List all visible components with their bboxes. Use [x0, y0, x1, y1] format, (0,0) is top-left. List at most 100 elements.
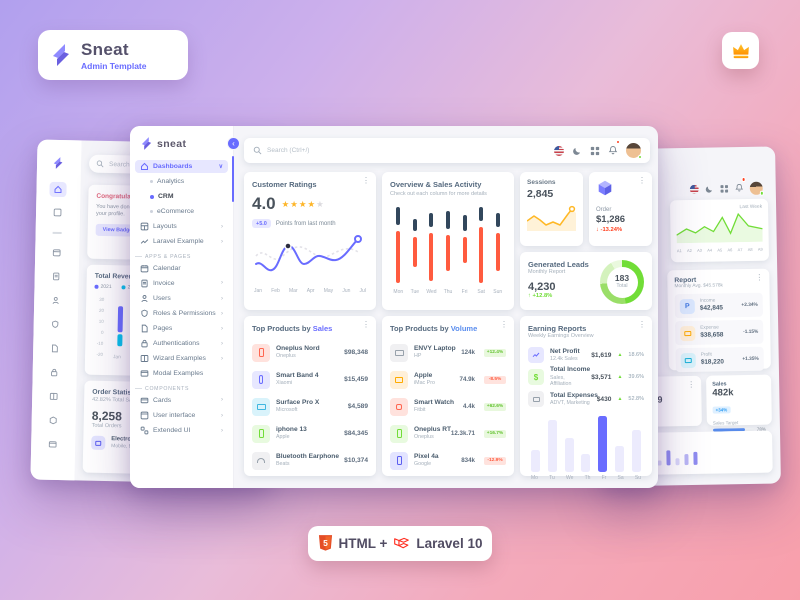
lock-icon: [141, 340, 148, 348]
sidebar-item-analytics[interactable]: Analytics: [135, 175, 228, 189]
sidebar-item-calendar[interactable]: Calendar: [135, 262, 228, 276]
grid-icon[interactable]: [720, 184, 729, 193]
sidebar-item-laravel-example[interactable]: Laravel Example ›: [135, 235, 228, 249]
wizard-icon[interactable]: [49, 392, 58, 401]
weekday-axis: Mo Tu We Th Fr Sa Su: [531, 475, 641, 481]
avatar[interactable]: [626, 143, 642, 159]
sidebar-item-dashboards[interactable]: Dashboards ∨: [135, 159, 228, 174]
kebab-menu-icon[interactable]: ⋮: [362, 176, 370, 185]
card-subtitle: Check out each column for more details: [390, 191, 487, 197]
language-flag-icon[interactable]: [554, 145, 564, 156]
moon-icon[interactable]: [705, 184, 714, 193]
product-row[interactable]: Oneplus Nord Oneplus $98,348: [252, 339, 368, 366]
sidebar-item-modal-examples[interactable]: Modal Examples: [135, 367, 228, 381]
modal-icon[interactable]: [48, 440, 57, 449]
user-icon[interactable]: [51, 296, 60, 305]
sidebar-item-authentications[interactable]: Authentications ›: [135, 337, 228, 351]
report-card: Report Monthly Avg. $45.578k ⋮ P Income $…: [667, 268, 771, 373]
ratings-line-chart: [255, 235, 362, 272]
search-icon: [96, 160, 104, 168]
sidebar-item-invoice[interactable]: Invoice ›: [135, 277, 228, 291]
grid-icon[interactable]: [590, 146, 600, 156]
search-input[interactable]: Search (Ctrl+/): [267, 147, 310, 154]
partial-card-label: ses: [648, 437, 766, 445]
kebab-menu-icon[interactable]: ⋮: [687, 379, 696, 390]
layout-icon[interactable]: [53, 208, 62, 217]
kebab-menu-icon[interactable]: ⋮: [500, 320, 508, 329]
language-flag-icon[interactable]: [689, 184, 699, 194]
product-row[interactable]: Oneplus RT Oneplus 12.3k.71 +16.7%: [390, 420, 506, 447]
sidebar-item-wizard-examples[interactable]: Wizard Examples ›: [135, 352, 228, 366]
sessions-value: 2,845: [527, 188, 554, 200]
card-title: Overview & Sales Activity: [390, 180, 482, 189]
phone-icon: [252, 343, 270, 362]
points-badge: +5.0: [252, 219, 271, 228]
card-subtitle: Weekly Earnings Overview: [528, 333, 594, 339]
sidebar-logo[interactable]: sneat: [130, 126, 233, 155]
sidebar-item-pages[interactable]: Pages ›: [135, 322, 228, 336]
kebab-menu-icon[interactable]: ⋮: [638, 176, 646, 185]
page-icon[interactable]: [50, 344, 59, 353]
legend-dot-2020: [121, 285, 126, 290]
product-row[interactable]: Pixel 4a Google 834k -12.9%: [390, 447, 506, 474]
sidebar-item-users[interactable]: Users ›: [135, 292, 228, 306]
product-row[interactable]: Surface Pro X Microsoft $4,589: [252, 393, 368, 420]
green-line-chart: [676, 212, 763, 244]
invoice-icon[interactable]: [52, 272, 61, 281]
card-title: Sessions: [527, 179, 556, 186]
avatar[interactable]: [749, 181, 764, 196]
calendar-icon[interactable]: [52, 248, 61, 257]
sessions-line-chart: [526, 205, 576, 231]
wallet-icon: [528, 391, 544, 407]
card-title: Top Products by Volume: [390, 324, 478, 333]
kebab-menu-icon[interactable]: ⋮: [755, 272, 764, 282]
sidebar-collapse-button[interactable]: ‹: [227, 137, 240, 150]
sidebar-item-layouts[interactable]: Layouts ›: [135, 220, 228, 234]
left-window-sidebar: [30, 139, 82, 481]
card-title: Earning Reports: [528, 324, 587, 333]
sidebar-menu: Dashboards ∨ Analytics CRM eCommerce Layo…: [130, 158, 233, 439]
bell-icon[interactable]: [608, 139, 620, 160]
layout-icon: [140, 222, 149, 231]
crown-icon: [732, 43, 749, 58]
shield-icon: [141, 309, 148, 318]
product-row[interactable]: ENVY Laptop HP 124k +12.4%: [390, 339, 506, 366]
sidebar-item-extended-ui[interactable]: Extended UI ›: [135, 424, 228, 438]
svg-text:5: 5: [323, 538, 328, 548]
product-row[interactable]: Smart Band 4 Xiaomi $15,459: [252, 366, 368, 393]
cube-icon[interactable]: [49, 416, 58, 425]
sidebar-item-user-interface[interactable]: User interface ›: [135, 409, 228, 423]
moon-icon[interactable]: [572, 146, 582, 156]
customer-ratings-card: Customer Ratings ⋮ 4.0 ★★★★★ +5.0 Points…: [244, 172, 376, 310]
kebab-menu-icon[interactable]: ⋮: [638, 320, 646, 329]
shield-icon[interactable]: [51, 320, 60, 329]
earning-row: Total Expenses ADVT, Marketing $430 ▲ 52.8…: [528, 388, 644, 410]
product-row[interactable]: Bluetooth Earphone Beats $10,374: [252, 447, 368, 474]
earning-row: $ Total Income Sales, Affiliation $3,571 …: [528, 366, 644, 388]
invoice-icon: [141, 279, 148, 288]
kebab-menu-icon[interactable]: ⋮: [362, 320, 370, 329]
search-bar[interactable]: Search (Ctrl+/): [88, 154, 270, 177]
product-row[interactable]: Smart Watch Fitbit 4.4k +62.6%: [390, 393, 506, 420]
right-window: Last Week A1 A2 A3 A4 A5 A6 A7 A8 A9 Report Mont…: [597, 146, 781, 487]
search-icon[interactable]: [253, 146, 262, 155]
sidebar-item-ecommerce[interactable]: eCommerce: [135, 205, 228, 219]
sidebar-scrollbar[interactable]: [232, 156, 234, 202]
donut-label: Total: [616, 282, 628, 289]
legend-dot-2021: [94, 284, 99, 289]
card-title: Generated Leads: [528, 260, 589, 269]
sidebar-item-cards[interactable]: Cards ›: [135, 394, 228, 408]
bell-icon[interactable]: [735, 176, 746, 197]
order-value: $1,286: [596, 214, 626, 225]
last-week-chart-card: Last Week A1 A2 A3 A4 A5 A6 A7 A8 A9: [669, 198, 770, 263]
order-card: ⋮ Order $1,286 ↓ -13.24%: [589, 172, 652, 246]
sidebar-item-crm[interactable]: CRM: [135, 190, 228, 204]
product-row[interactable]: Apple iMac Pro 74.9k -8.5%: [390, 366, 506, 393]
product-row[interactable]: iphone 13 Apple $84,345: [252, 420, 368, 447]
lock-icon[interactable]: [50, 368, 59, 377]
sidebar-item-roles-permissions[interactable]: Roles & Permissions ›: [135, 307, 228, 321]
sidebar-item-home[interactable]: [49, 181, 67, 198]
topbar: Search (Ctrl+/): [244, 138, 650, 163]
phone-icon: [390, 451, 408, 470]
laravel-label: Laravel 10: [416, 536, 483, 551]
